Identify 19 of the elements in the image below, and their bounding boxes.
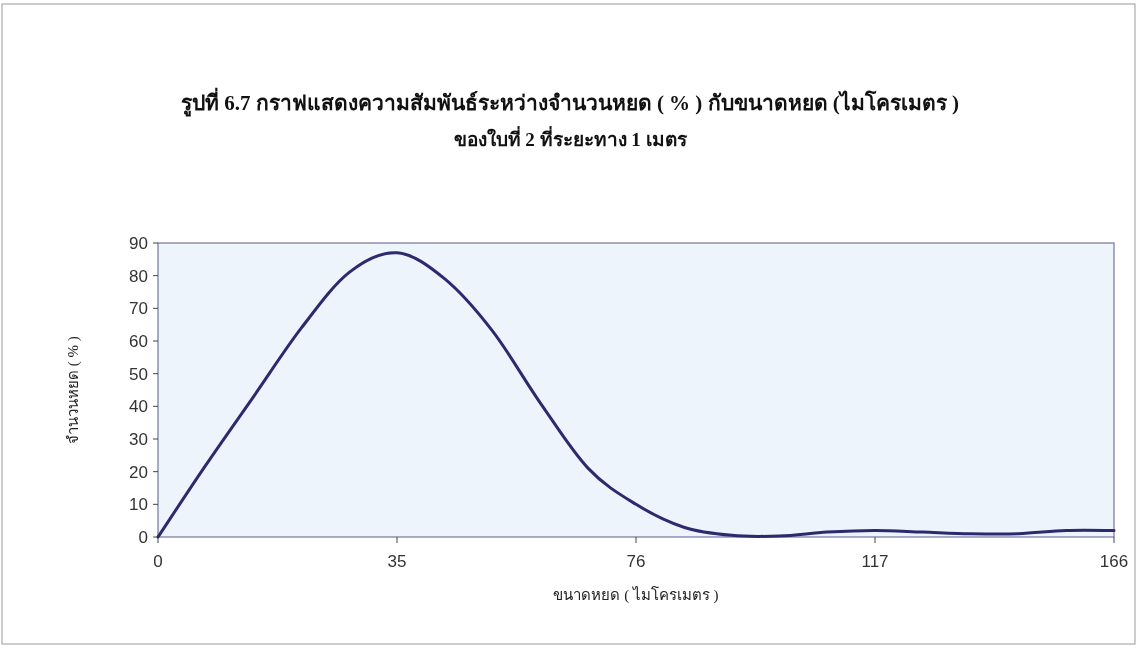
x-tick-label: 0 (153, 552, 163, 571)
y-tick-label: 70 (129, 299, 148, 319)
y-tick-label: 10 (129, 495, 148, 515)
x-tick-label: 76 (626, 552, 646, 571)
y-tick-label: 20 (129, 462, 148, 482)
x-tick-label: 117 (861, 552, 889, 571)
y-tick-label: 50 (129, 364, 148, 384)
y-tick-label: 40 (129, 397, 148, 417)
chart-subtitle: ของใบที่ 2 ที่ระยะทาง 1 เมตร (453, 126, 688, 150)
y-tick-label: 90 (129, 234, 148, 253)
x-tick-label: 166 (1099, 552, 1129, 571)
x-axis-title: ขนาดหยด ( ไมโครเมตร ) (553, 586, 719, 604)
chart-title: รูปที่ 6.7 กราฟแสดงความสัมพันธ์ระหว่างจำนวนหยด ( % ) กับขนาดหยด (ไมโครเมตร ) (180, 87, 960, 117)
y-tick-label: 80 (129, 266, 148, 286)
x-tick-label: 35 (387, 552, 407, 571)
y-axis-title: จำนวนหยด ( % ) (65, 336, 82, 444)
y-tick-label: 30 (129, 430, 148, 449)
y-tick-label: 60 (129, 332, 148, 351)
y-tick-label: 0 (138, 528, 148, 547)
